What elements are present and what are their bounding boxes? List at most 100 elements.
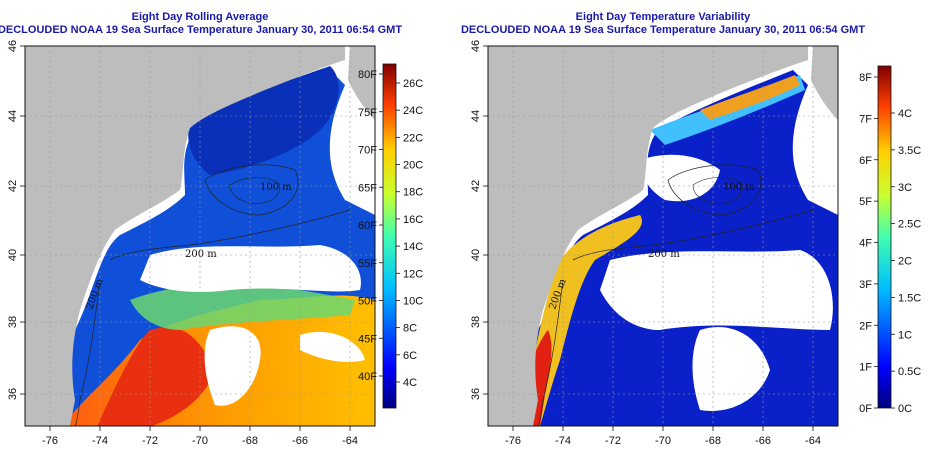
lon-tick-label: -74 [555, 435, 571, 447]
lon-tick-label: -66 [292, 435, 308, 447]
land-north-america [25, 46, 345, 426]
colorbar-label-fahrenheit: 4F [859, 238, 872, 250]
lon-tick-label: -64 [342, 435, 358, 447]
contour-label: 100 m [723, 182, 755, 193]
colorbar-label-celsius: 16C [403, 214, 423, 226]
colorbar-label-fahrenheit: 5F [859, 196, 872, 208]
land-nova-scotia [348, 46, 375, 120]
colorbar-label-celsius: 3.5C [898, 145, 921, 157]
lon-tick-label: -70 [655, 435, 671, 447]
colorbar-label-fahrenheit: 50F [358, 296, 377, 308]
colorbar-label-celsius: 6C [403, 350, 417, 362]
lat-tick-label: 42 [7, 180, 19, 192]
colorbar-labels: 80F 75F 70F 65F 60F 55F 50F 45F 40F 26C 24C 22C 20C 1… [358, 69, 423, 389]
lat-tick-label: 38 [470, 316, 482, 328]
colorbar-label-celsius: 2.5C [898, 219, 921, 231]
colorbar-label-celsius: 0C [898, 403, 912, 415]
graticule [25, 46, 375, 426]
panel-title: Eight Day Rolling Average [132, 11, 269, 23]
contour-200m-shelf-break [572, 209, 814, 261]
variability-shelf-high [523, 215, 642, 426]
panel-rolling-average: Eight Day Rolling Average DECLOUDED NOAA… [0, 11, 423, 447]
cloud-gap-2 [204, 326, 261, 406]
ocean-gulf-of-maine [188, 66, 339, 175]
gulf-stream-core [96, 327, 215, 426]
lon-tick-label: -66 [755, 435, 771, 447]
colorbar-label-fahrenheit: 65F [358, 182, 377, 194]
cloud-gap-2 [692, 326, 770, 411]
colorbar-label-fahrenheit: 2F [859, 320, 872, 332]
cloud-gap-1 [600, 250, 833, 330]
ocean-mid-shelf [130, 283, 355, 330]
lat-tick-label: 38 [7, 316, 19, 328]
colorbar-label-fahrenheit: 60F [358, 220, 377, 232]
land-nova-scotia [811, 46, 838, 120]
colorbar-label-celsius: 26C [403, 78, 423, 90]
colorbar-label-fahrenheit: 1F [859, 362, 872, 374]
contour-200m-south [74, 279, 101, 426]
lat-tick-label: 44 [7, 110, 19, 122]
contour-200m-south [537, 279, 564, 426]
lat-tick-label: 42 [470, 180, 482, 192]
cloud-gap-1 [140, 245, 361, 292]
colorbar-label-fahrenheit: 0F [859, 403, 872, 415]
lon-tick-label: -76 [505, 435, 521, 447]
colorbar-label-fahrenheit: 45F [358, 333, 377, 345]
lon-tick-label: -74 [92, 435, 108, 447]
colorbar-label-fahrenheit: 40F [358, 371, 377, 383]
lon-tick-label: -70 [192, 435, 208, 447]
colorbar-label-celsius: 2C [898, 256, 912, 268]
panel-title: Eight Day Temperature Variability [576, 11, 752, 23]
contour-georges-inner [692, 177, 744, 204]
axes: -76 -74 -72 -70 -68 -66 -64 36 38 40 42 44 46 [470, 40, 821, 447]
cloud-gap-3 [640, 154, 720, 202]
colorbar-label-celsius: 1.5C [898, 292, 921, 304]
contour-georges-bank [667, 164, 762, 216]
colorbar-label-celsius: 20C [403, 160, 423, 172]
colorbar-label-fahrenheit: 7F [859, 113, 872, 125]
colorbar-label-celsius: 12C [403, 268, 423, 280]
colorbar-label-celsius: 4C [403, 377, 417, 389]
lon-tick-label: -68 [242, 435, 258, 447]
colorbar-label-celsius: 3C [898, 182, 912, 194]
lat-tick-label: 36 [7, 388, 19, 400]
colorbar-label-fahrenheit: 55F [358, 258, 377, 270]
colorbar-label-fahrenheit: 70F [358, 145, 377, 157]
contour-200m-shelf-break [109, 209, 351, 261]
contour-label: 200 m [185, 249, 217, 260]
colorbar-label-celsius: 10C [403, 295, 423, 307]
lon-tick-label: -68 [705, 435, 721, 447]
colorbar-label-celsius: 22C [403, 132, 423, 144]
colorbar-ramp [877, 65, 892, 409]
colorbar-ramp [382, 63, 397, 409]
lon-tick-label: -76 [42, 435, 58, 447]
contour-label: 200 m [648, 249, 680, 260]
colorbar-label-celsius: 18C [403, 187, 423, 199]
colorbar-label-celsius: 0.5C [898, 366, 921, 378]
panel-subtitle: DECLOUDED NOAA 19 Sea Surface Temperatur… [0, 24, 402, 36]
axes: -76 -74 -72 -70 -68 -66 -64 36 38 40 42 44 46 [7, 40, 358, 447]
colorbar-labels: 8F 7F 6F 5F 4F 3F 2F 1F 0F 4C 3.5C 3C 2.5C 2C 1.5C 1C 0.… [859, 72, 921, 415]
contour-georges-inner [229, 177, 281, 204]
lat-tick-label: 40 [470, 249, 482, 261]
map-area: 100 m 200 m 200 m [25, 46, 375, 426]
colorbar-label-celsius: 4C [898, 108, 912, 120]
lat-tick-label: 46 [7, 40, 19, 52]
lat-tick-label: 44 [470, 110, 482, 122]
land-north-america [488, 46, 808, 426]
contour-georges-bank [204, 164, 299, 216]
lon-tick-label: -72 [142, 435, 158, 447]
colorbar: 80F 75F 70F 65F 60F 55F 50F 45F 40F 26C 24C 22C 20C 1… [358, 63, 423, 409]
lat-tick-label: 40 [7, 249, 19, 261]
lat-tick-label: 46 [470, 40, 482, 52]
ocean-variability-low [523, 70, 838, 426]
colorbar-label-fahrenheit: 6F [859, 155, 872, 167]
variability-gulf-high [700, 75, 800, 120]
colorbar-label-fahrenheit: 75F [358, 107, 377, 119]
lon-tick-label: -64 [805, 435, 821, 447]
colorbar-label-celsius: 14C [403, 241, 423, 253]
map-area: 100 m 200 m 200 m [488, 46, 838, 426]
colorbar-label-celsius: 8C [403, 323, 417, 335]
contour-label: 100 m [260, 182, 292, 193]
